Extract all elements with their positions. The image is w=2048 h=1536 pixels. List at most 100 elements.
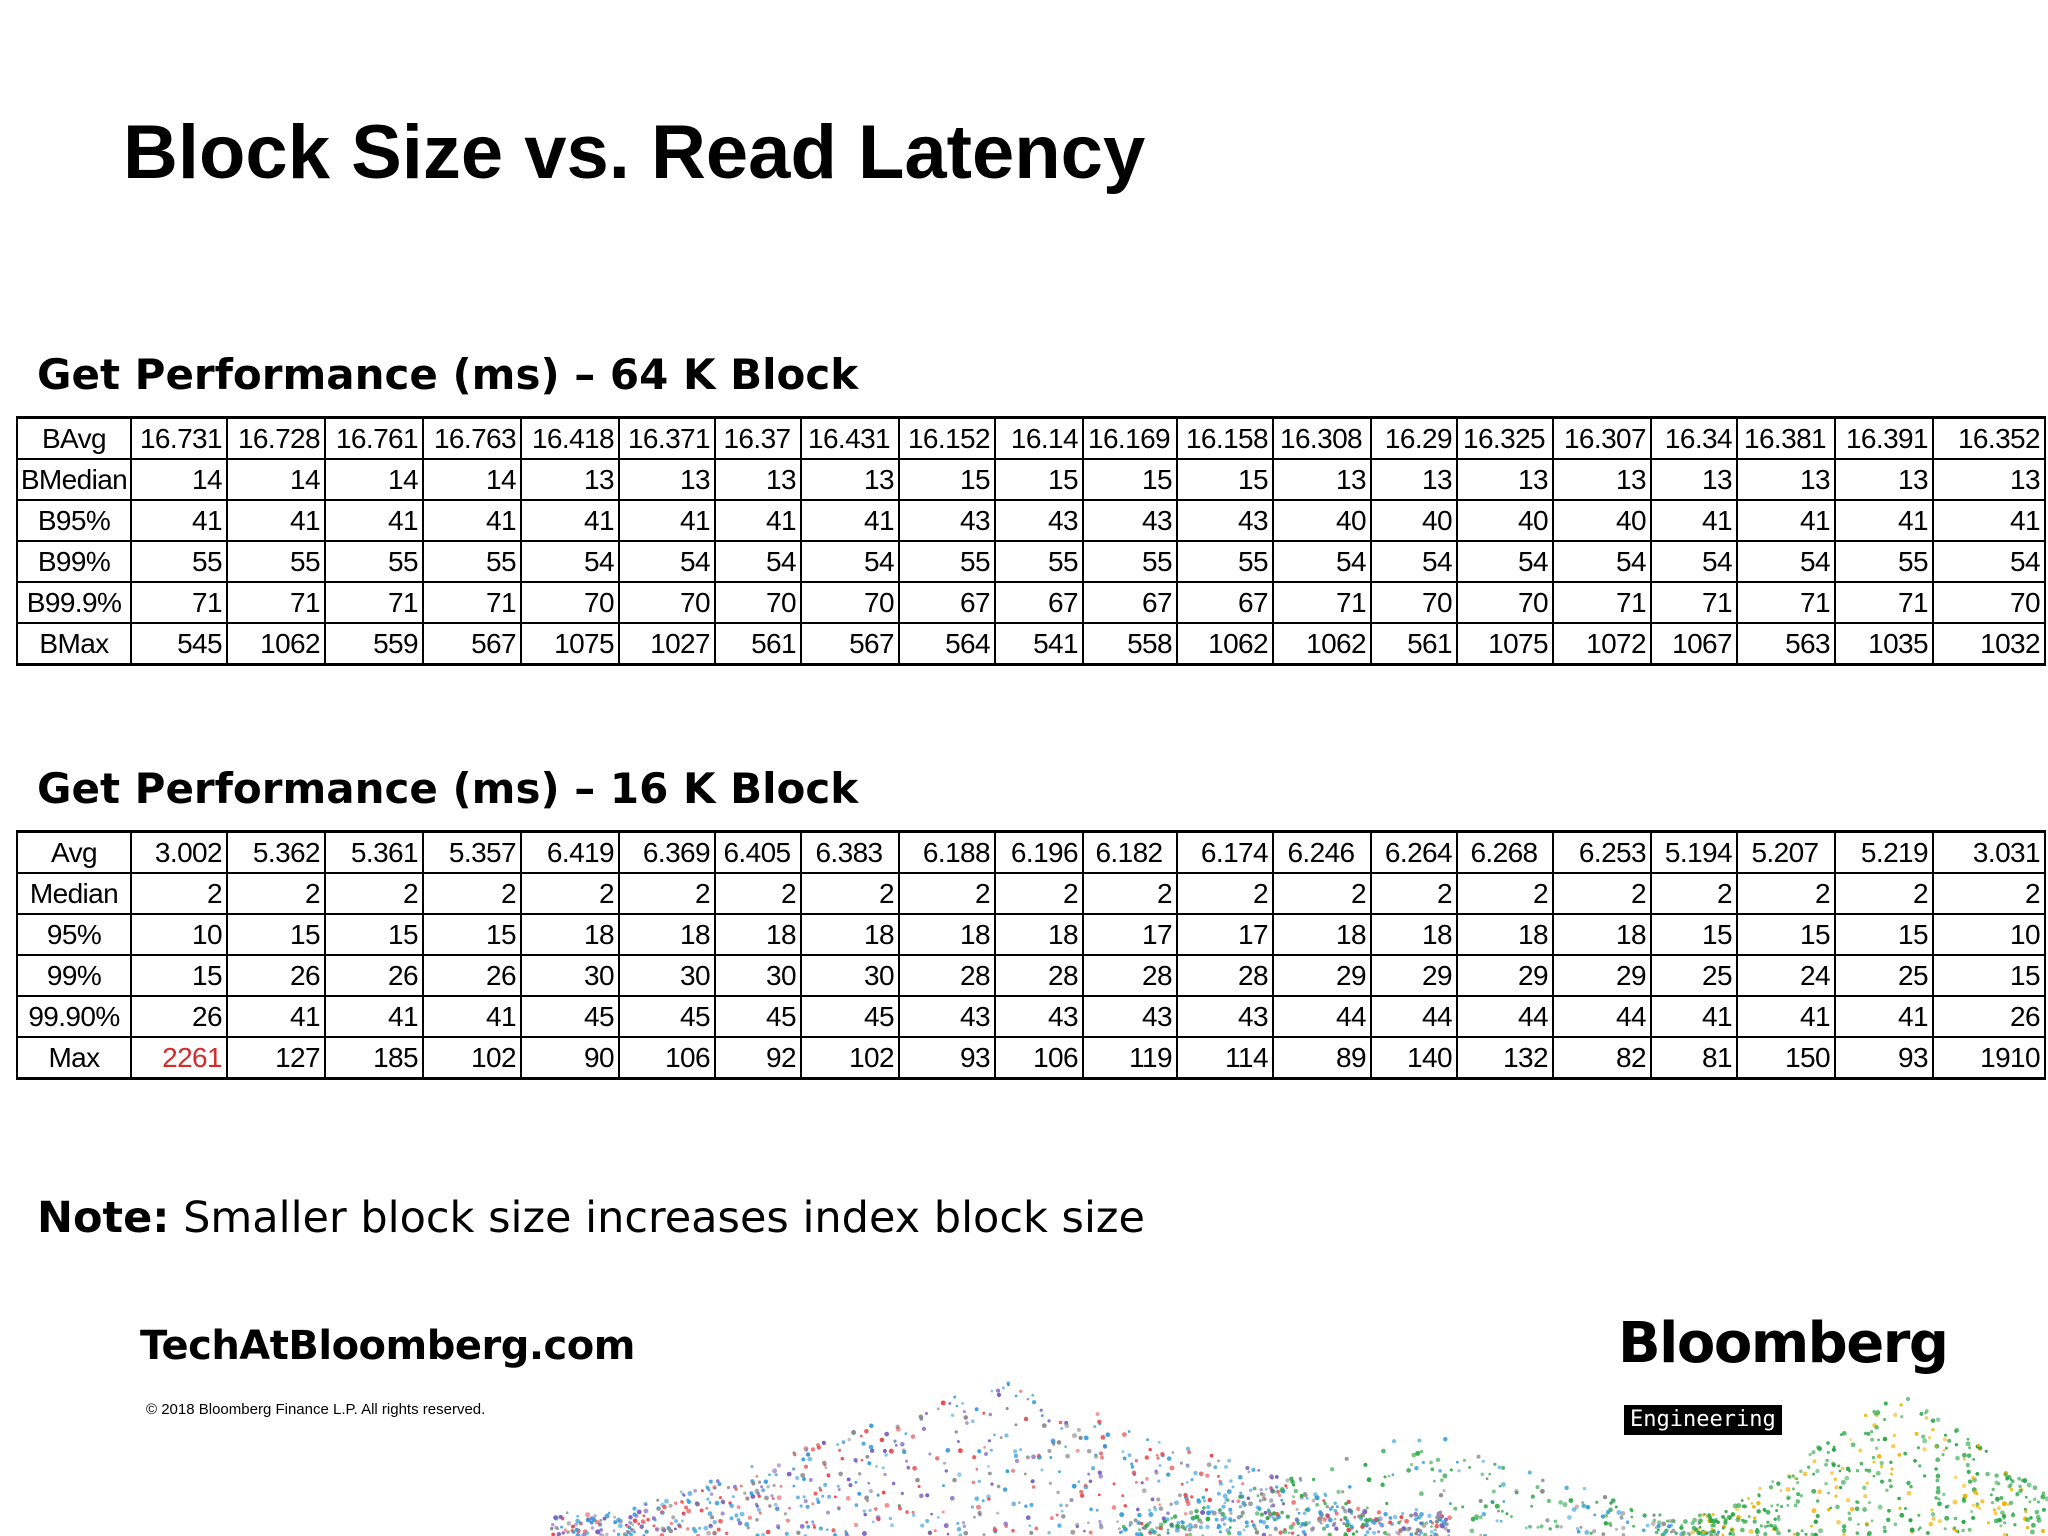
table-16k-heading: Get Performance (ms) – 16 K Block bbox=[37, 764, 859, 813]
decorative-dot bbox=[785, 1518, 790, 1523]
decorative-dot bbox=[867, 1481, 871, 1485]
decorative-dot bbox=[915, 1477, 920, 1483]
decorative-dot bbox=[1102, 1443, 1108, 1449]
table-cell: 15 bbox=[1932, 954, 2046, 997]
decorative-dot bbox=[1404, 1518, 1409, 1524]
decorative-dot bbox=[876, 1494, 880, 1497]
decorative-dot bbox=[803, 1499, 808, 1504]
decorative-dot bbox=[1246, 1496, 1251, 1500]
decorative-dot bbox=[2025, 1495, 2028, 1499]
decorative-dot bbox=[1871, 1455, 1876, 1460]
decorative-dot bbox=[1763, 1509, 1767, 1513]
decorative-dot bbox=[1614, 1527, 1619, 1531]
decorative-dot bbox=[1609, 1524, 1613, 1528]
decorative-dot bbox=[1435, 1457, 1441, 1462]
decorative-dot bbox=[1837, 1464, 1841, 1468]
decorative-dot bbox=[1166, 1472, 1171, 1477]
decorative-dot bbox=[1190, 1515, 1196, 1521]
table-cell: 2 bbox=[1932, 872, 2046, 915]
decorative-dot bbox=[906, 1465, 911, 1470]
decorative-dot bbox=[1641, 1528, 1646, 1533]
decorative-dot bbox=[720, 1499, 726, 1505]
decorative-dot bbox=[1787, 1475, 1792, 1479]
decorative-dot bbox=[632, 1518, 638, 1524]
footer-site-link[interactable]: TechAtBloomberg.com bbox=[140, 1323, 635, 1369]
decorative-dot bbox=[718, 1495, 723, 1500]
decorative-dot bbox=[1930, 1508, 1934, 1512]
decorative-dot bbox=[1188, 1510, 1194, 1515]
decorative-dot bbox=[1327, 1532, 1332, 1536]
table-cell: 54 bbox=[800, 540, 900, 583]
decorative-dot bbox=[977, 1449, 982, 1454]
decorative-dot bbox=[1028, 1524, 1032, 1528]
decorative-dot bbox=[644, 1503, 648, 1506]
decorative-dot bbox=[1304, 1521, 1309, 1526]
decorative-dot bbox=[1353, 1515, 1357, 1519]
table-cell: 564 bbox=[898, 622, 996, 666]
table-cell: 2 bbox=[1082, 872, 1178, 915]
decorative-dot bbox=[1383, 1475, 1387, 1479]
table-cell: 25 bbox=[1650, 954, 1738, 997]
table-cell: 16.29 bbox=[1370, 416, 1458, 460]
decorative-dot bbox=[1804, 1532, 1808, 1536]
decorative-dot bbox=[875, 1465, 878, 1468]
decorative-dot bbox=[1650, 1521, 1656, 1526]
decorative-dot bbox=[1227, 1458, 1232, 1463]
table-cell: 41 bbox=[226, 995, 326, 1038]
table-cell: 26 bbox=[130, 995, 228, 1038]
decorative-dot bbox=[1226, 1498, 1230, 1503]
table-cell: 71 bbox=[1650, 581, 1738, 624]
decorative-dot bbox=[1367, 1517, 1373, 1522]
decorative-dot bbox=[756, 1507, 761, 1512]
decorative-dot bbox=[1593, 1513, 1597, 1517]
decorative-dot bbox=[1621, 1525, 1626, 1531]
decorative-dot bbox=[805, 1452, 811, 1457]
decorative-dot bbox=[1813, 1532, 1818, 1536]
decorative-dot bbox=[1481, 1459, 1485, 1464]
decorative-dot bbox=[888, 1448, 894, 1454]
decorative-dot bbox=[816, 1500, 821, 1504]
decorative-dot bbox=[1758, 1486, 1762, 1491]
decorative-dot bbox=[736, 1505, 741, 1509]
decorative-dot bbox=[1841, 1524, 1847, 1529]
decorative-dot bbox=[624, 1533, 629, 1536]
table-cell: 15 bbox=[994, 458, 1084, 501]
row-label: 99.90% bbox=[16, 995, 132, 1038]
decorative-dot bbox=[1899, 1512, 1905, 1518]
decorative-dot bbox=[673, 1527, 677, 1531]
decorative-dot bbox=[1123, 1504, 1128, 1508]
decorative-dot bbox=[673, 1518, 679, 1524]
decorative-dot bbox=[1870, 1519, 1874, 1523]
decorative-dot bbox=[715, 1479, 720, 1484]
decorative-dot bbox=[1116, 1520, 1119, 1523]
decorative-dot bbox=[2022, 1477, 2028, 1483]
decorative-dot bbox=[1229, 1511, 1233, 1515]
decorative-dot bbox=[700, 1489, 704, 1493]
decorative-dot bbox=[1005, 1469, 1010, 1474]
table-cell: 15 bbox=[1082, 458, 1178, 501]
decorative-dot bbox=[1829, 1506, 1833, 1510]
decorative-dot bbox=[1158, 1503, 1162, 1506]
decorative-dot bbox=[1417, 1438, 1422, 1443]
decorative-dot bbox=[1222, 1515, 1227, 1520]
decorative-dot bbox=[1989, 1493, 1993, 1497]
decorative-dot bbox=[1898, 1506, 1902, 1510]
decorative-dot bbox=[761, 1488, 766, 1493]
table-cell: 545 bbox=[130, 622, 228, 666]
table-cell: 54 bbox=[1932, 540, 2046, 583]
decorative-dot bbox=[1184, 1528, 1187, 1532]
decorative-dot bbox=[1023, 1472, 1027, 1476]
decorative-dot bbox=[1239, 1491, 1243, 1495]
decorative-dot bbox=[1953, 1475, 1958, 1479]
decorative-dot bbox=[1824, 1482, 1828, 1486]
decorative-dot bbox=[1391, 1439, 1397, 1444]
decorative-dot bbox=[1414, 1466, 1419, 1471]
decorative-dot bbox=[1629, 1507, 1633, 1512]
decorative-dot bbox=[1138, 1531, 1143, 1536]
decorative-dot bbox=[982, 1411, 986, 1415]
decorative-dot bbox=[1935, 1417, 1941, 1422]
decorative-dot bbox=[957, 1448, 963, 1454]
decorative-dot bbox=[1297, 1511, 1301, 1515]
table-cell: 16.308 bbox=[1272, 416, 1372, 460]
table-cell: 41 bbox=[422, 499, 522, 542]
